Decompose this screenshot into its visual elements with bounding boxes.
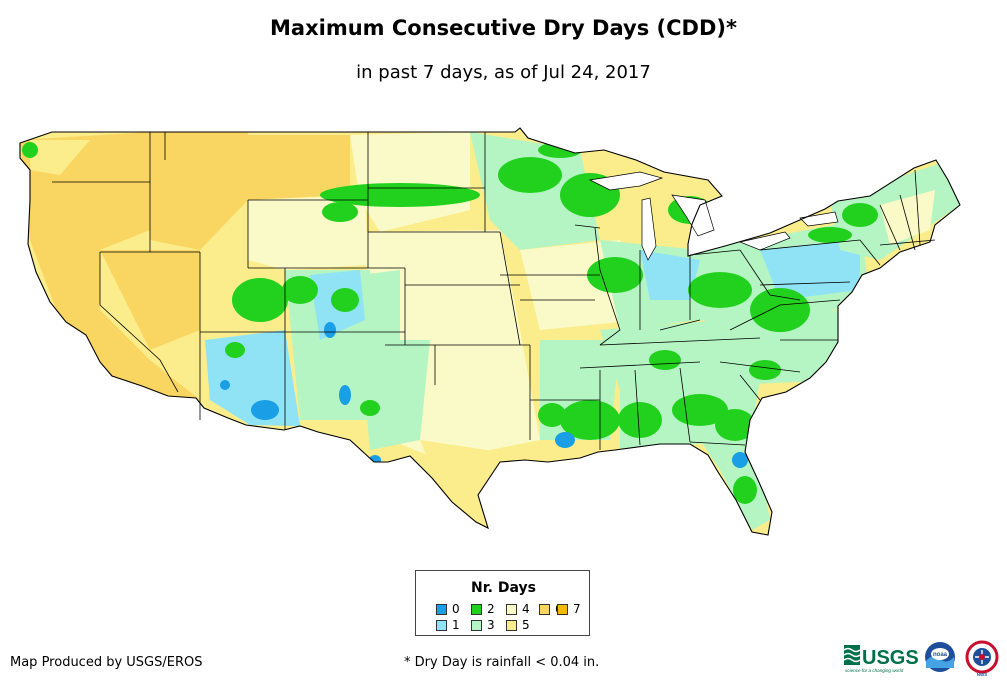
legend-label: 7 [573, 602, 581, 616]
dry-day-footnote: * Dry Day is rainfall < 0.04 in. [404, 655, 600, 670]
noaa-logo: noaa [925, 642, 955, 672]
legend-title: Nr. Days [471, 580, 536, 596]
cdd-map [19, 127, 961, 536]
legend: Nr. Days 0 1 2 3 4 5 6 7 [415, 570, 590, 636]
map-credit: Map Produced by USGS/EROS [10, 655, 203, 670]
legend-item-1: 1 [436, 619, 460, 631]
legend-swatch [436, 620, 447, 631]
legend-swatch [557, 604, 568, 615]
usgs-logo: USGS science for a changing world [843, 645, 919, 673]
legend-item-4: 4 [506, 603, 530, 615]
legend-item-2: 2 [471, 603, 495, 615]
legend-item-0: 0 [436, 603, 460, 615]
agency-logos: USGS science for a changing world noaa N… [843, 640, 999, 677]
legend-swatch [539, 604, 550, 615]
legend-swatch [506, 620, 517, 631]
legend-label: 4 [522, 602, 530, 616]
legend-label: 1 [452, 618, 460, 632]
legend-swatch [506, 604, 517, 615]
legend-label: 2 [487, 602, 495, 616]
legend-item-5: 5 [506, 619, 530, 631]
noaa-logo-text: noaa [933, 652, 948, 658]
nws-logo-text: NWS [977, 672, 988, 677]
map-title: Maximum Consecutive Dry Days (CDD)* [270, 16, 737, 40]
usgs-tagline: science for a changing world [845, 668, 904, 673]
legend-swatch [471, 604, 482, 615]
map-subtitle: in past 7 days, as of Jul 24, 2017 [356, 62, 651, 83]
legend-label: 5 [522, 618, 530, 632]
legend-label: 0 [452, 602, 460, 616]
legend-swatch [436, 604, 447, 615]
legend-label: 3 [487, 618, 495, 632]
legend-item-7: 7 [557, 603, 581, 615]
nws-logo: NWS [965, 640, 999, 677]
legend-item-3: 3 [471, 619, 495, 631]
legend-swatch [471, 620, 482, 631]
usgs-logo-text: USGS [862, 647, 919, 669]
